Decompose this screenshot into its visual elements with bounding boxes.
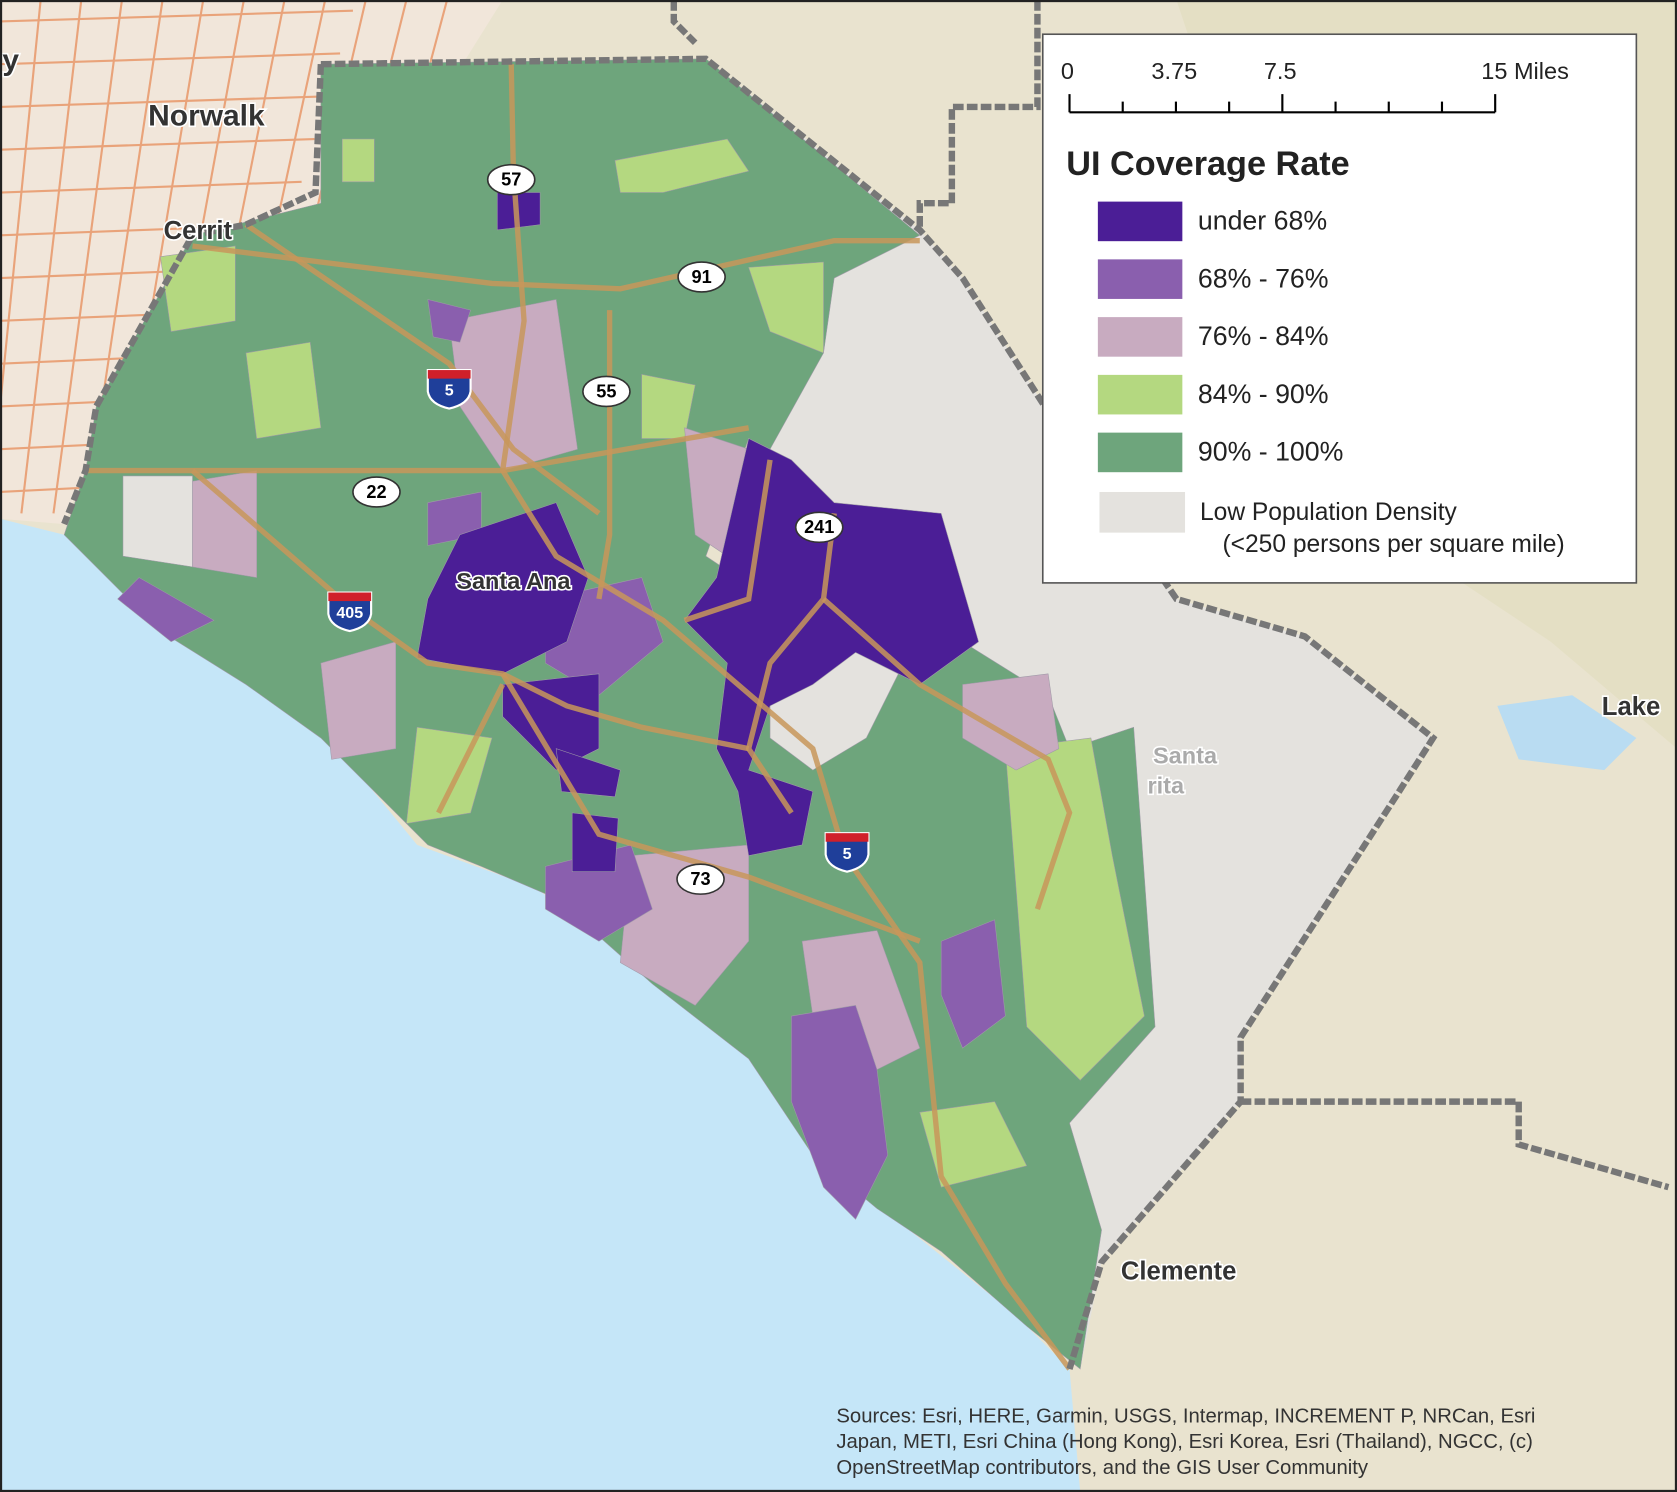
road (500, 672, 921, 944)
source-text: Sources: Esri, HERE, Garmin, USGS, Inter… (836, 1406, 1535, 1428)
ocean (0, 518, 1081, 1492)
legend-swatch (1099, 491, 1186, 533)
legend-label: 90% - 100% (1198, 437, 1344, 467)
road (192, 237, 920, 292)
interstate-shield (426, 368, 472, 410)
tract-region (160, 245, 236, 332)
tract-region (748, 261, 824, 354)
route-number: 57 (501, 170, 521, 190)
street (0, 180, 302, 194)
tract-region (940, 919, 1006, 1049)
route-shield (582, 375, 631, 408)
legend-label: 68% - 76% (1198, 263, 1329, 293)
interstate-shield (327, 591, 373, 633)
tract-region (416, 502, 589, 675)
scale-label: 3.75 (1151, 58, 1197, 84)
route-shield (676, 863, 725, 895)
street (0, 9, 353, 23)
tract-region (571, 812, 619, 872)
route-shield (486, 163, 536, 196)
place-label: y (2, 44, 19, 77)
place-label: Santa (1153, 742, 1218, 768)
route-number: 241 (804, 517, 834, 537)
legend-swatch (1096, 258, 1184, 301)
road (821, 596, 1073, 910)
street (0, 95, 328, 109)
route-shield (677, 261, 726, 293)
scale-label: 15 Miles (1481, 58, 1569, 84)
legend-swatch (1096, 431, 1184, 474)
route-shield (352, 476, 401, 508)
legend-label: Low Population Density (1200, 499, 1458, 526)
route-number: 55 (596, 381, 616, 401)
tract-region (919, 1101, 1028, 1188)
interstate-number: 5 (843, 845, 852, 863)
legend-label: under 68% (1198, 206, 1327, 236)
place-label: Santa Ana (456, 568, 571, 594)
tract-region (614, 138, 750, 193)
county-boundary (1240, 1098, 1670, 1191)
road (244, 222, 601, 516)
street (0, 137, 315, 151)
tract-region (791, 1005, 888, 1220)
place-label: Clemente (1121, 1258, 1236, 1286)
interstate-shield (824, 832, 870, 873)
interstate-band (825, 833, 869, 842)
tract-region (320, 641, 396, 760)
legend-note: (<250 persons per square mile) (1222, 531, 1564, 558)
tract-region (1005, 737, 1145, 1081)
tract-region (117, 577, 215, 643)
lake (1497, 695, 1637, 771)
road (499, 64, 1072, 1371)
street (20, 0, 83, 514)
interstate-band (328, 592, 372, 602)
place-label: Norwalk (148, 100, 265, 133)
legend-swatch (1096, 373, 1184, 416)
route-number: 22 (366, 482, 386, 502)
tract-region (427, 299, 471, 343)
interstate-number: 405 (336, 604, 363, 622)
place-label: Cerrit (164, 217, 233, 245)
county-boundary (670, 0, 698, 46)
scale-label: 0 (1061, 58, 1074, 84)
urban-area (0, 0, 503, 525)
tract-region (341, 138, 375, 183)
legend-label: 76% - 84% (1198, 321, 1329, 351)
county-boundary (61, 64, 325, 526)
tract-region (122, 475, 193, 568)
source-text: OpenStreetMap contributors, and the GIS … (836, 1457, 1369, 1479)
scale-label: 7.5 (1264, 58, 1297, 84)
route-shield (794, 511, 844, 544)
road (745, 513, 837, 815)
county-boundary (916, 0, 1041, 230)
interstate-number: 5 (445, 382, 454, 400)
tract-region (962, 673, 1060, 771)
tract-region (245, 341, 322, 439)
road (436, 683, 506, 815)
legend-box (1041, 33, 1638, 584)
place-label: rita (1147, 772, 1185, 798)
source-text: Japan, METI, Esri China (Hong Kong), Esr… (836, 1431, 1532, 1453)
legend-swatch (1096, 200, 1184, 243)
street (52, 0, 123, 514)
road (683, 459, 773, 623)
legend-title: UI Coverage Rate (1066, 145, 1349, 183)
street (0, 0, 42, 418)
route-number: 91 (691, 267, 711, 287)
tract-region (192, 470, 257, 578)
interstate-band (427, 370, 471, 379)
legend-swatch (1096, 316, 1184, 358)
legend-label: 84% - 90% (1198, 379, 1329, 409)
route-number: 73 (690, 869, 710, 889)
street (0, 52, 341, 66)
place-label: Lake (1602, 693, 1660, 721)
